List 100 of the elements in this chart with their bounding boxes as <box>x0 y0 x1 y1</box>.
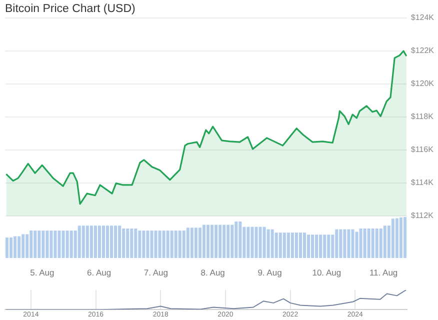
bar <box>371 228 374 258</box>
bar <box>218 224 222 258</box>
bar <box>395 218 398 258</box>
bar <box>335 229 338 258</box>
y-tick-label: $114K <box>410 178 434 188</box>
x-tick-label: 8. Aug <box>200 267 226 278</box>
bar <box>86 226 89 258</box>
bar <box>62 230 65 258</box>
bar <box>42 230 45 258</box>
bar <box>190 228 194 258</box>
bar <box>391 218 394 258</box>
bar <box>278 232 282 258</box>
bar <box>134 228 138 258</box>
bar <box>162 230 166 258</box>
bar <box>22 234 25 258</box>
bar <box>198 228 202 258</box>
bar <box>319 234 322 258</box>
bar <box>126 228 130 258</box>
bar <box>150 230 154 258</box>
bar <box>290 232 294 258</box>
bar <box>302 232 306 258</box>
bar <box>142 230 146 258</box>
bar <box>186 228 190 258</box>
bar <box>46 230 49 258</box>
bar <box>327 234 330 258</box>
bar <box>98 226 101 258</box>
bar <box>254 226 258 258</box>
y-tick-label: $112K <box>410 211 434 220</box>
bar <box>367 228 370 258</box>
bar <box>14 236 17 258</box>
x-tick-label: 9. Aug <box>258 267 282 278</box>
bar <box>234 222 238 258</box>
bar <box>10 238 13 258</box>
bar <box>286 232 290 258</box>
bar <box>146 230 150 258</box>
bar <box>226 224 230 258</box>
bar <box>266 229 270 258</box>
bar <box>6 238 9 258</box>
bar <box>246 226 250 258</box>
bar <box>158 230 162 258</box>
chart-title: Bitcoin Price Chart (USD) <box>5 3 136 15</box>
bar <box>170 230 174 258</box>
bar <box>258 226 262 258</box>
y-tick-label: $116K <box>410 145 434 154</box>
bar <box>154 230 158 258</box>
bar <box>34 230 37 258</box>
bar <box>355 232 358 258</box>
bar <box>174 230 178 258</box>
bar <box>250 226 254 258</box>
bar <box>298 232 302 258</box>
bar <box>202 224 206 258</box>
bar <box>118 226 122 258</box>
bar <box>58 230 61 258</box>
bar <box>214 224 218 258</box>
bar <box>82 226 85 258</box>
y-tick-label: $120K <box>410 79 435 88</box>
bar <box>70 230 73 258</box>
bar <box>375 228 378 258</box>
bar <box>323 234 326 258</box>
y-tick-label: $122K <box>410 46 435 56</box>
bar <box>359 228 362 258</box>
bar <box>343 229 346 258</box>
bar <box>166 230 170 258</box>
bar <box>311 234 314 258</box>
bar <box>351 229 354 258</box>
bar <box>38 230 41 258</box>
bar <box>379 228 382 258</box>
bar <box>270 229 274 258</box>
bar <box>230 224 234 258</box>
bar <box>307 234 310 258</box>
bar <box>122 228 126 258</box>
x-tick-label: 7. Aug <box>144 267 168 278</box>
bar <box>90 226 93 258</box>
bar <box>363 228 366 258</box>
bar <box>106 226 110 258</box>
bar <box>182 230 186 258</box>
y-tick-label: $124K <box>410 13 435 22</box>
y-tick-label: $118K <box>410 112 434 122</box>
x-tick-label: 10. Aug <box>312 267 342 278</box>
bar <box>138 230 142 258</box>
bar <box>383 226 386 258</box>
x-tick-label: 5. Aug <box>30 267 54 278</box>
x-tick-label: 11. Aug <box>369 267 398 278</box>
bar <box>54 230 57 258</box>
bar <box>50 230 53 258</box>
bar <box>194 228 198 258</box>
bar <box>30 230 33 258</box>
bar <box>262 226 266 258</box>
bar <box>403 217 406 258</box>
bar <box>238 222 242 258</box>
bar <box>130 228 134 258</box>
bar <box>18 236 21 258</box>
bar <box>78 226 81 258</box>
bar <box>399 217 402 258</box>
bar <box>294 232 298 258</box>
bar <box>347 229 350 258</box>
bar <box>102 226 105 258</box>
bar <box>94 226 97 258</box>
bar <box>114 226 118 258</box>
bar <box>222 224 226 258</box>
